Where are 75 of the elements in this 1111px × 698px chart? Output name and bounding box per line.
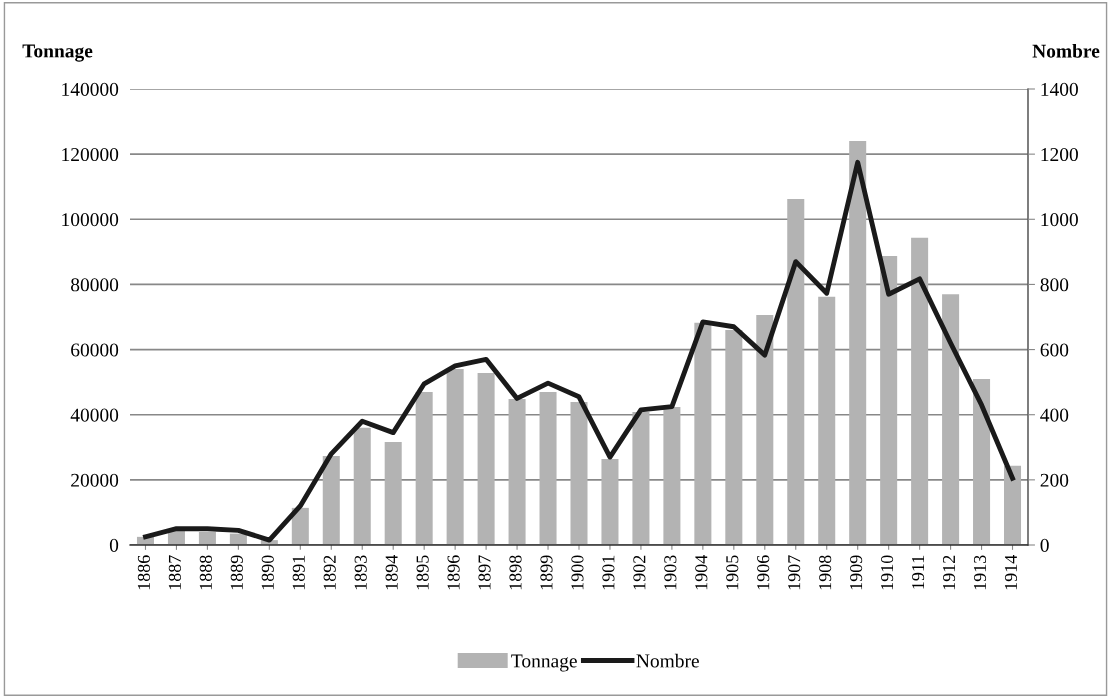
x-tick-label: 1890: [261, 555, 274, 590]
x-tick-label: 1903: [664, 555, 677, 590]
x-tick-label: 1894: [385, 555, 398, 590]
line-series: [143, 159, 1015, 543]
x-tick-label: 1886: [137, 555, 150, 590]
x-tick-label: 1911: [912, 555, 925, 589]
bar: [322, 456, 340, 545]
x-tick-label: 1913: [973, 555, 987, 590]
bar: [632, 412, 650, 545]
bar: [818, 296, 836, 545]
y2-tick-label: 1200: [1041, 147, 1078, 162]
y2-tick-label: 800: [1040, 278, 1069, 292]
bar: [787, 199, 805, 545]
bar: [942, 294, 960, 545]
x-tick-label: 1899: [540, 555, 553, 590]
bar: [415, 391, 433, 545]
x-tick-label: 1907: [788, 555, 801, 590]
y2-tick-label: 1000: [1041, 213, 1078, 227]
y-axis-title: Tonnage: [22, 44, 93, 62]
bar: [880, 256, 898, 545]
x-tick-label: 1889: [230, 555, 243, 590]
legend-label: Nombre: [636, 653, 699, 668]
bar: [973, 378, 991, 545]
bar: [570, 402, 588, 545]
bar: [601, 459, 619, 545]
x-tick-label: 1908: [819, 555, 832, 590]
y-tick-label: 20000: [71, 473, 119, 487]
bar: [694, 322, 712, 545]
x-tick-label: 1895: [416, 555, 429, 590]
x-tick-label: 1893: [354, 555, 367, 590]
x-tick-label: 1898: [509, 555, 522, 590]
x-tick-label: 1897: [478, 555, 491, 590]
x-tick-label: 1912: [942, 555, 956, 590]
x-tick-label: 1914: [1004, 555, 1018, 590]
legend-label: Tonnage: [511, 654, 577, 672]
bar: [849, 141, 867, 545]
y2-tick-label: 200: [1040, 473, 1069, 487]
x-tick-label: 1902: [633, 555, 646, 590]
bar: [446, 369, 464, 545]
bar: [539, 391, 557, 545]
y-tick-label: 140000: [62, 82, 119, 96]
y2-tick-label: 1400: [1041, 82, 1078, 96]
y2-tick-label: 0: [1040, 538, 1049, 552]
x-tick-label: 1904: [695, 555, 708, 590]
y-tick-label: 0: [109, 538, 119, 552]
x-tick-label: 1896: [447, 555, 460, 590]
bar: [756, 315, 774, 545]
bar: [353, 427, 371, 545]
x-tick-label: 1909: [850, 555, 863, 590]
y-tick-label: 100000: [62, 213, 119, 227]
x-tick-label: 1887: [168, 555, 181, 590]
bar: [663, 406, 681, 545]
x-tick-label: 1888: [199, 555, 212, 590]
x-tick-label: 1891: [292, 555, 305, 590]
y2-axis-title: Nombre: [1032, 44, 1100, 58]
bar: [911, 237, 929, 545]
x-tick-label: 1905: [726, 555, 739, 590]
y-tick-label: 80000: [71, 278, 119, 292]
bar: [477, 373, 495, 545]
y-tick-label: 120000: [62, 147, 119, 162]
bar: [198, 531, 216, 545]
bar: [384, 442, 402, 545]
bar: [725, 330, 743, 545]
bar: [508, 399, 526, 545]
y-tick-label: 40000: [70, 408, 119, 422]
y-tick-label: 60000: [71, 343, 119, 357]
x-tick-label: 1900: [571, 555, 584, 590]
x-tick-label: 1892: [323, 555, 336, 590]
bar: [291, 507, 309, 545]
bar: [1004, 465, 1022, 545]
y2-tick-label: 600: [1040, 343, 1069, 357]
x-tick-label: 1901: [602, 555, 615, 590]
y2-tick-label: 400: [1040, 408, 1069, 422]
x-tick-label: 1910: [880, 555, 894, 590]
x-tick-label: 1906: [757, 555, 770, 590]
